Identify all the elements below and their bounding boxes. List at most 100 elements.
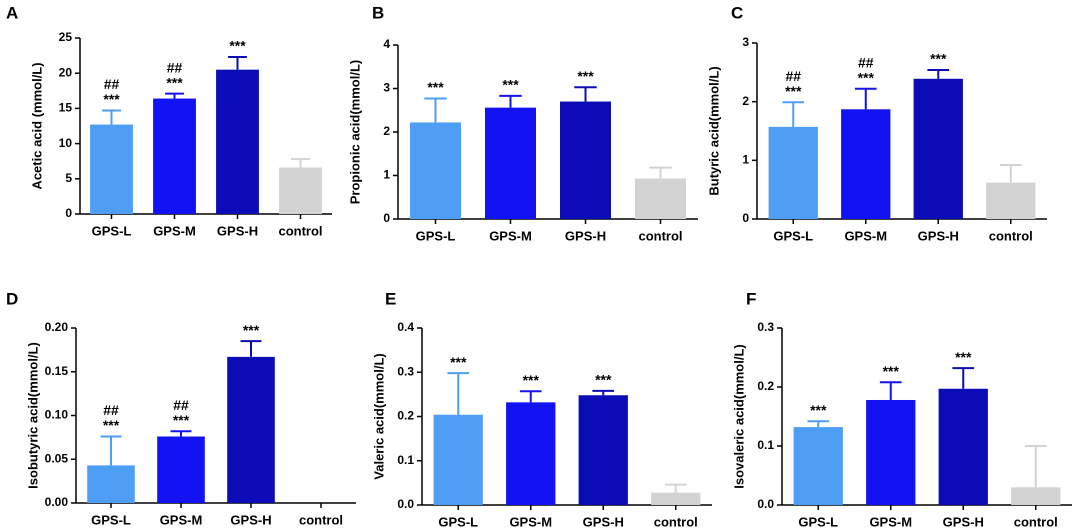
significance-mark: *** [103, 91, 120, 107]
y-tick-label: 0 [742, 211, 749, 225]
y-tick-label: 0.2 [397, 409, 414, 423]
significance-mark: *** [858, 69, 875, 85]
y-tick-label: 10 [59, 136, 73, 150]
bar [986, 182, 1036, 219]
bar [227, 356, 275, 503]
y-axis-label: Valeric acid(mmol/L) [371, 353, 386, 479]
y-axis-label: Butyric acid(mmol/L) [706, 66, 721, 195]
y-tick-label: 4 [383, 37, 390, 51]
bar [153, 98, 196, 214]
y-tick-label: 0.1 [397, 453, 414, 467]
significance-mark: *** [930, 51, 947, 67]
x-tick-label: GPS-H [583, 514, 624, 529]
x-tick-label: GPS-M [489, 228, 532, 243]
y-tick-label: 0.1 [757, 438, 774, 452]
significance-mark: *** [785, 83, 802, 99]
x-tick-label: control [1014, 514, 1058, 529]
x-tick-label: control [654, 514, 698, 529]
x-tick-label: control [278, 223, 322, 238]
x-tick-label: GPS-H [918, 228, 959, 243]
bar [793, 427, 843, 505]
y-tick-label: 0.3 [757, 320, 774, 334]
x-tick-label: GPS-H [565, 228, 606, 243]
y-tick-label: 1 [383, 168, 390, 182]
panel-label: D [6, 289, 18, 308]
y-tick-label: 0.4 [397, 320, 414, 334]
y-tick-label: 0.0 [757, 497, 774, 511]
x-tick-label: GPS-H [217, 223, 258, 238]
bar [433, 414, 483, 505]
significance-mark: ## [858, 54, 874, 70]
y-axis-label: Propionic acid(mmol/L) [347, 60, 362, 204]
bar [410, 122, 461, 219]
x-tick-label: GPS-L [438, 514, 478, 529]
significance-mark: *** [243, 322, 260, 338]
y-tick-label: 0 [383, 211, 390, 225]
y-tick-label: 0.10 [45, 408, 69, 422]
y-axis-label: Isobutyric acid(mmol/L) [25, 342, 40, 489]
significance-mark: *** [955, 349, 972, 365]
bar [913, 78, 963, 219]
x-tick-label: GPS-M [509, 514, 552, 529]
bar [768, 126, 818, 219]
x-tick-label: GPS-H [230, 512, 271, 527]
panel-label: F [746, 289, 756, 308]
x-tick-label: GPS-M [869, 514, 912, 529]
x-tick-label: GPS-L [798, 514, 838, 529]
x-tick-label: GPS-H [943, 514, 984, 529]
bar [485, 107, 536, 219]
bar [635, 178, 686, 219]
y-axis-label: Acetic acid (mmol/L) [29, 62, 44, 189]
bar [841, 109, 891, 219]
x-tick-label: GPS-L [92, 223, 132, 238]
y-tick-label: 0.15 [45, 364, 69, 378]
bar [938, 388, 988, 505]
significance-mark: *** [577, 68, 594, 84]
y-tick-label: 15 [59, 101, 73, 115]
x-tick-label: control [989, 228, 1033, 243]
bar [216, 69, 259, 215]
y-tick-label: 0 [65, 206, 72, 220]
panel-label: E [385, 289, 396, 308]
bar [279, 167, 322, 214]
bar [1011, 487, 1061, 505]
y-tick-label: 2 [742, 94, 749, 108]
y-tick-label: 0.3 [397, 364, 414, 378]
bar [578, 395, 628, 505]
significance-mark: *** [427, 79, 444, 95]
y-tick-label: 0.2 [757, 379, 774, 393]
y-tick-label: 0.20 [45, 320, 69, 334]
significance-mark: *** [595, 372, 612, 388]
significance-mark: *** [450, 354, 467, 370]
significance-mark: *** [883, 363, 900, 379]
x-tick-label: GPS-M [844, 228, 887, 243]
x-tick-label: GPS-L [91, 512, 131, 527]
bar [560, 101, 611, 219]
y-tick-label: 2 [383, 124, 390, 138]
bar [866, 399, 916, 505]
significance-mark: *** [810, 402, 827, 418]
significance-mark: ## [785, 68, 801, 84]
significance-mark: *** [166, 74, 183, 90]
y-tick-label: 5 [65, 171, 72, 185]
panel-label: A [6, 3, 18, 22]
significance-mark: *** [229, 38, 246, 54]
y-tick-label: 0.00 [45, 495, 69, 509]
y-tick-label: 20 [59, 65, 73, 79]
significance-mark: ## [103, 402, 119, 418]
bar [87, 465, 135, 503]
x-tick-label: GPS-M [160, 512, 203, 527]
bar [157, 436, 205, 503]
y-tick-label: 1 [742, 153, 749, 167]
x-tick-label: control [638, 228, 682, 243]
bar [506, 402, 556, 505]
x-tick-label: GPS-L [416, 228, 456, 243]
x-tick-label: GPS-M [153, 223, 196, 238]
significance-mark: ## [167, 59, 183, 75]
x-tick-label: GPS-L [773, 228, 813, 243]
panel-label: C [731, 3, 743, 22]
y-tick-label: 0.05 [45, 451, 69, 465]
y-tick-label: 3 [742, 35, 749, 49]
x-tick-label: control [299, 512, 343, 527]
bar [651, 492, 701, 505]
